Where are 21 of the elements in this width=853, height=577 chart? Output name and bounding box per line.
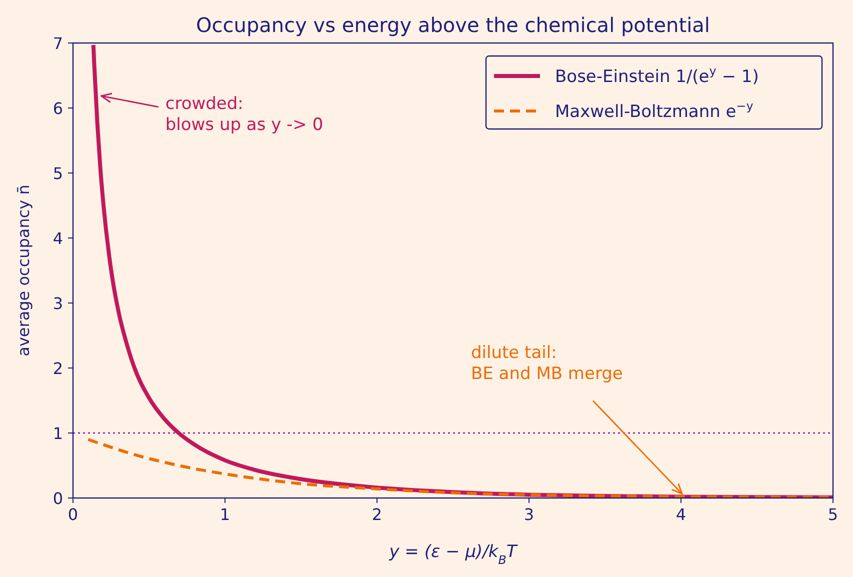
- legend-label: Bose-Einstein 1/(e$^{y}$ − 1): [555, 64, 759, 87]
- y-axis-title: average occupancy n̄: [14, 184, 33, 356]
- y-tick-label: 6: [52, 99, 63, 118]
- y-tick-label: 5: [52, 164, 63, 183]
- x-tick-label: 3: [524, 505, 534, 524]
- x-tick-label: 1: [220, 505, 230, 524]
- x-tick-label: 5: [828, 505, 838, 524]
- x-tick-label: 2: [372, 505, 382, 524]
- y-tick-label: 2: [52, 359, 63, 378]
- annotation: dilute tail: BE and MB merge: [471, 342, 623, 384]
- legend-label: Maxwell-Boltzmann e$^{−y}$: [555, 99, 754, 122]
- x-tick-label: 4: [676, 505, 686, 524]
- y-tick-label: 1: [52, 424, 63, 443]
- x-tick-label: 0: [68, 505, 78, 524]
- y-tick-label: 0: [52, 489, 63, 508]
- chart-title: Occupancy vs energy above the chemical potential: [196, 13, 710, 37]
- y-tick-label: 3: [52, 294, 63, 313]
- y-tick-label: 4: [52, 229, 63, 248]
- x-axis-title: y = (ε − μ)/k$_{B}$T: [388, 542, 518, 567]
- annotation: crowded: blows up as y -> 0: [165, 94, 324, 135]
- y-tick-label: 7: [52, 34, 63, 53]
